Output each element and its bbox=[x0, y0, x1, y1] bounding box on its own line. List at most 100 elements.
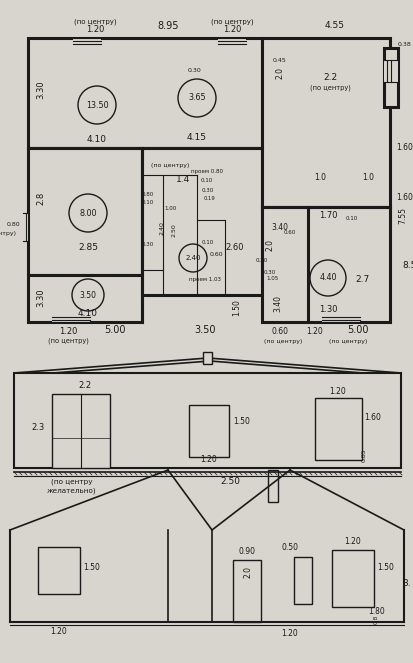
Text: 0.10: 0.10 bbox=[200, 178, 213, 182]
Bar bbox=[261, 38, 389, 207]
Circle shape bbox=[72, 279, 104, 311]
Text: 3.65: 3.65 bbox=[188, 93, 205, 103]
Text: 0.30: 0.30 bbox=[202, 188, 214, 192]
Text: 1.20: 1.20 bbox=[200, 455, 217, 463]
Text: 0.60: 0.60 bbox=[271, 328, 288, 337]
Text: 1.20: 1.20 bbox=[329, 387, 346, 396]
Text: 13.50: 13.50 bbox=[85, 101, 108, 109]
Text: 4.10: 4.10 bbox=[87, 135, 107, 145]
Text: 2.2: 2.2 bbox=[78, 381, 91, 391]
Bar bbox=[142, 148, 261, 295]
Text: 0.8: 0.8 bbox=[373, 615, 377, 624]
Text: 0.19: 0.19 bbox=[204, 196, 215, 200]
Bar bbox=[73, 38, 101, 43]
Text: 5.00: 5.00 bbox=[104, 325, 126, 335]
Text: 1.60: 1.60 bbox=[395, 143, 412, 152]
Text: 1.50: 1.50 bbox=[232, 300, 241, 316]
Text: 2.0: 2.0 bbox=[275, 67, 284, 79]
Circle shape bbox=[309, 260, 345, 296]
Text: (по центру): (по центру) bbox=[263, 339, 301, 343]
Text: 0.45: 0.45 bbox=[273, 58, 286, 62]
Text: (по центру: (по центру bbox=[51, 479, 93, 485]
Bar bbox=[28, 275, 142, 322]
Text: 2.85: 2.85 bbox=[78, 243, 98, 251]
Text: 2.8: 2.8 bbox=[36, 192, 45, 205]
Text: 0.30: 0.30 bbox=[263, 269, 275, 274]
Text: 1.50: 1.50 bbox=[233, 416, 249, 426]
Bar bbox=[261, 207, 389, 322]
Text: 2.50: 2.50 bbox=[219, 477, 240, 487]
Text: 1.70: 1.70 bbox=[318, 210, 337, 219]
Bar bbox=[189, 405, 228, 457]
Text: 2.0: 2.0 bbox=[243, 566, 252, 578]
Text: 1.60: 1.60 bbox=[395, 194, 412, 202]
Circle shape bbox=[178, 79, 216, 117]
Text: 5.00: 5.00 bbox=[347, 325, 368, 335]
Circle shape bbox=[69, 194, 107, 232]
Text: 3.: 3. bbox=[401, 579, 410, 589]
Bar bbox=[314, 398, 361, 460]
Bar bbox=[331, 550, 373, 607]
Bar bbox=[383, 48, 397, 107]
Text: 1.0: 1.0 bbox=[361, 174, 373, 182]
Bar bbox=[202, 352, 211, 364]
Text: (по центру): (по центру) bbox=[309, 85, 349, 91]
Text: 2.2: 2.2 bbox=[322, 74, 336, 82]
Text: 1.20: 1.20 bbox=[344, 538, 361, 546]
Text: проем 1.03: проем 1.03 bbox=[189, 278, 221, 282]
Text: 1.0: 1.0 bbox=[313, 174, 325, 182]
Text: 1.50: 1.50 bbox=[83, 562, 100, 572]
Text: 0.10: 0.10 bbox=[345, 215, 357, 221]
Text: 3.30: 3.30 bbox=[36, 81, 45, 99]
Bar bbox=[52, 317, 90, 322]
Text: 0.60: 0.60 bbox=[283, 229, 295, 235]
Text: 1.80: 1.80 bbox=[368, 607, 385, 617]
Text: 2.60: 2.60 bbox=[225, 243, 244, 253]
Text: 7.55: 7.55 bbox=[398, 206, 406, 223]
Text: 0.80: 0.80 bbox=[6, 223, 20, 227]
Text: (по центру): (по центру) bbox=[210, 19, 253, 25]
Text: 8.95: 8.95 bbox=[157, 21, 178, 31]
Bar bbox=[14, 373, 400, 468]
Text: (по центру): (по центру) bbox=[47, 337, 88, 344]
Bar bbox=[23, 213, 28, 241]
Text: 0.50: 0.50 bbox=[281, 542, 298, 552]
Text: 1.05: 1.05 bbox=[265, 276, 278, 280]
Text: 1.00: 1.00 bbox=[164, 206, 176, 210]
Text: 1.20: 1.20 bbox=[50, 627, 67, 636]
Bar bbox=[28, 148, 142, 275]
Text: 1.60: 1.60 bbox=[363, 414, 380, 422]
Bar bbox=[267, 470, 277, 502]
Text: 1.30: 1.30 bbox=[318, 306, 337, 314]
Text: 2.40: 2.40 bbox=[159, 221, 164, 235]
Bar bbox=[233, 560, 260, 622]
Circle shape bbox=[178, 244, 206, 272]
Text: желательно): желательно) bbox=[47, 488, 97, 494]
Bar bbox=[38, 547, 80, 594]
Bar bbox=[383, 60, 397, 82]
Text: 0.10: 0.10 bbox=[142, 200, 154, 206]
Text: (по центру): (по центру) bbox=[74, 19, 116, 25]
Circle shape bbox=[78, 86, 116, 124]
Text: 0.60: 0.60 bbox=[209, 253, 222, 257]
Text: 4.55: 4.55 bbox=[324, 21, 344, 30]
Text: 2.7: 2.7 bbox=[354, 276, 368, 284]
Text: 1.20: 1.20 bbox=[222, 25, 241, 34]
Text: 0.30: 0.30 bbox=[188, 68, 202, 72]
Text: 0.30: 0.30 bbox=[142, 243, 154, 247]
Bar bbox=[52, 394, 110, 468]
Text: 0.38: 0.38 bbox=[397, 42, 411, 46]
Text: 1.4: 1.4 bbox=[176, 176, 190, 184]
Text: 0.85: 0.85 bbox=[361, 448, 366, 462]
Text: 1.50: 1.50 bbox=[376, 562, 393, 572]
Text: 0.90: 0.90 bbox=[238, 548, 255, 556]
Text: центру): центру) bbox=[0, 231, 16, 235]
Text: 8.5: 8.5 bbox=[402, 261, 413, 269]
Text: 2.3: 2.3 bbox=[31, 424, 45, 432]
Text: 0.10: 0.10 bbox=[202, 241, 214, 245]
Bar bbox=[293, 557, 311, 604]
Polygon shape bbox=[14, 358, 400, 376]
Text: 3.50: 3.50 bbox=[194, 325, 215, 335]
Text: 2.40: 2.40 bbox=[185, 255, 200, 261]
Text: 0.20: 0.20 bbox=[255, 257, 268, 263]
